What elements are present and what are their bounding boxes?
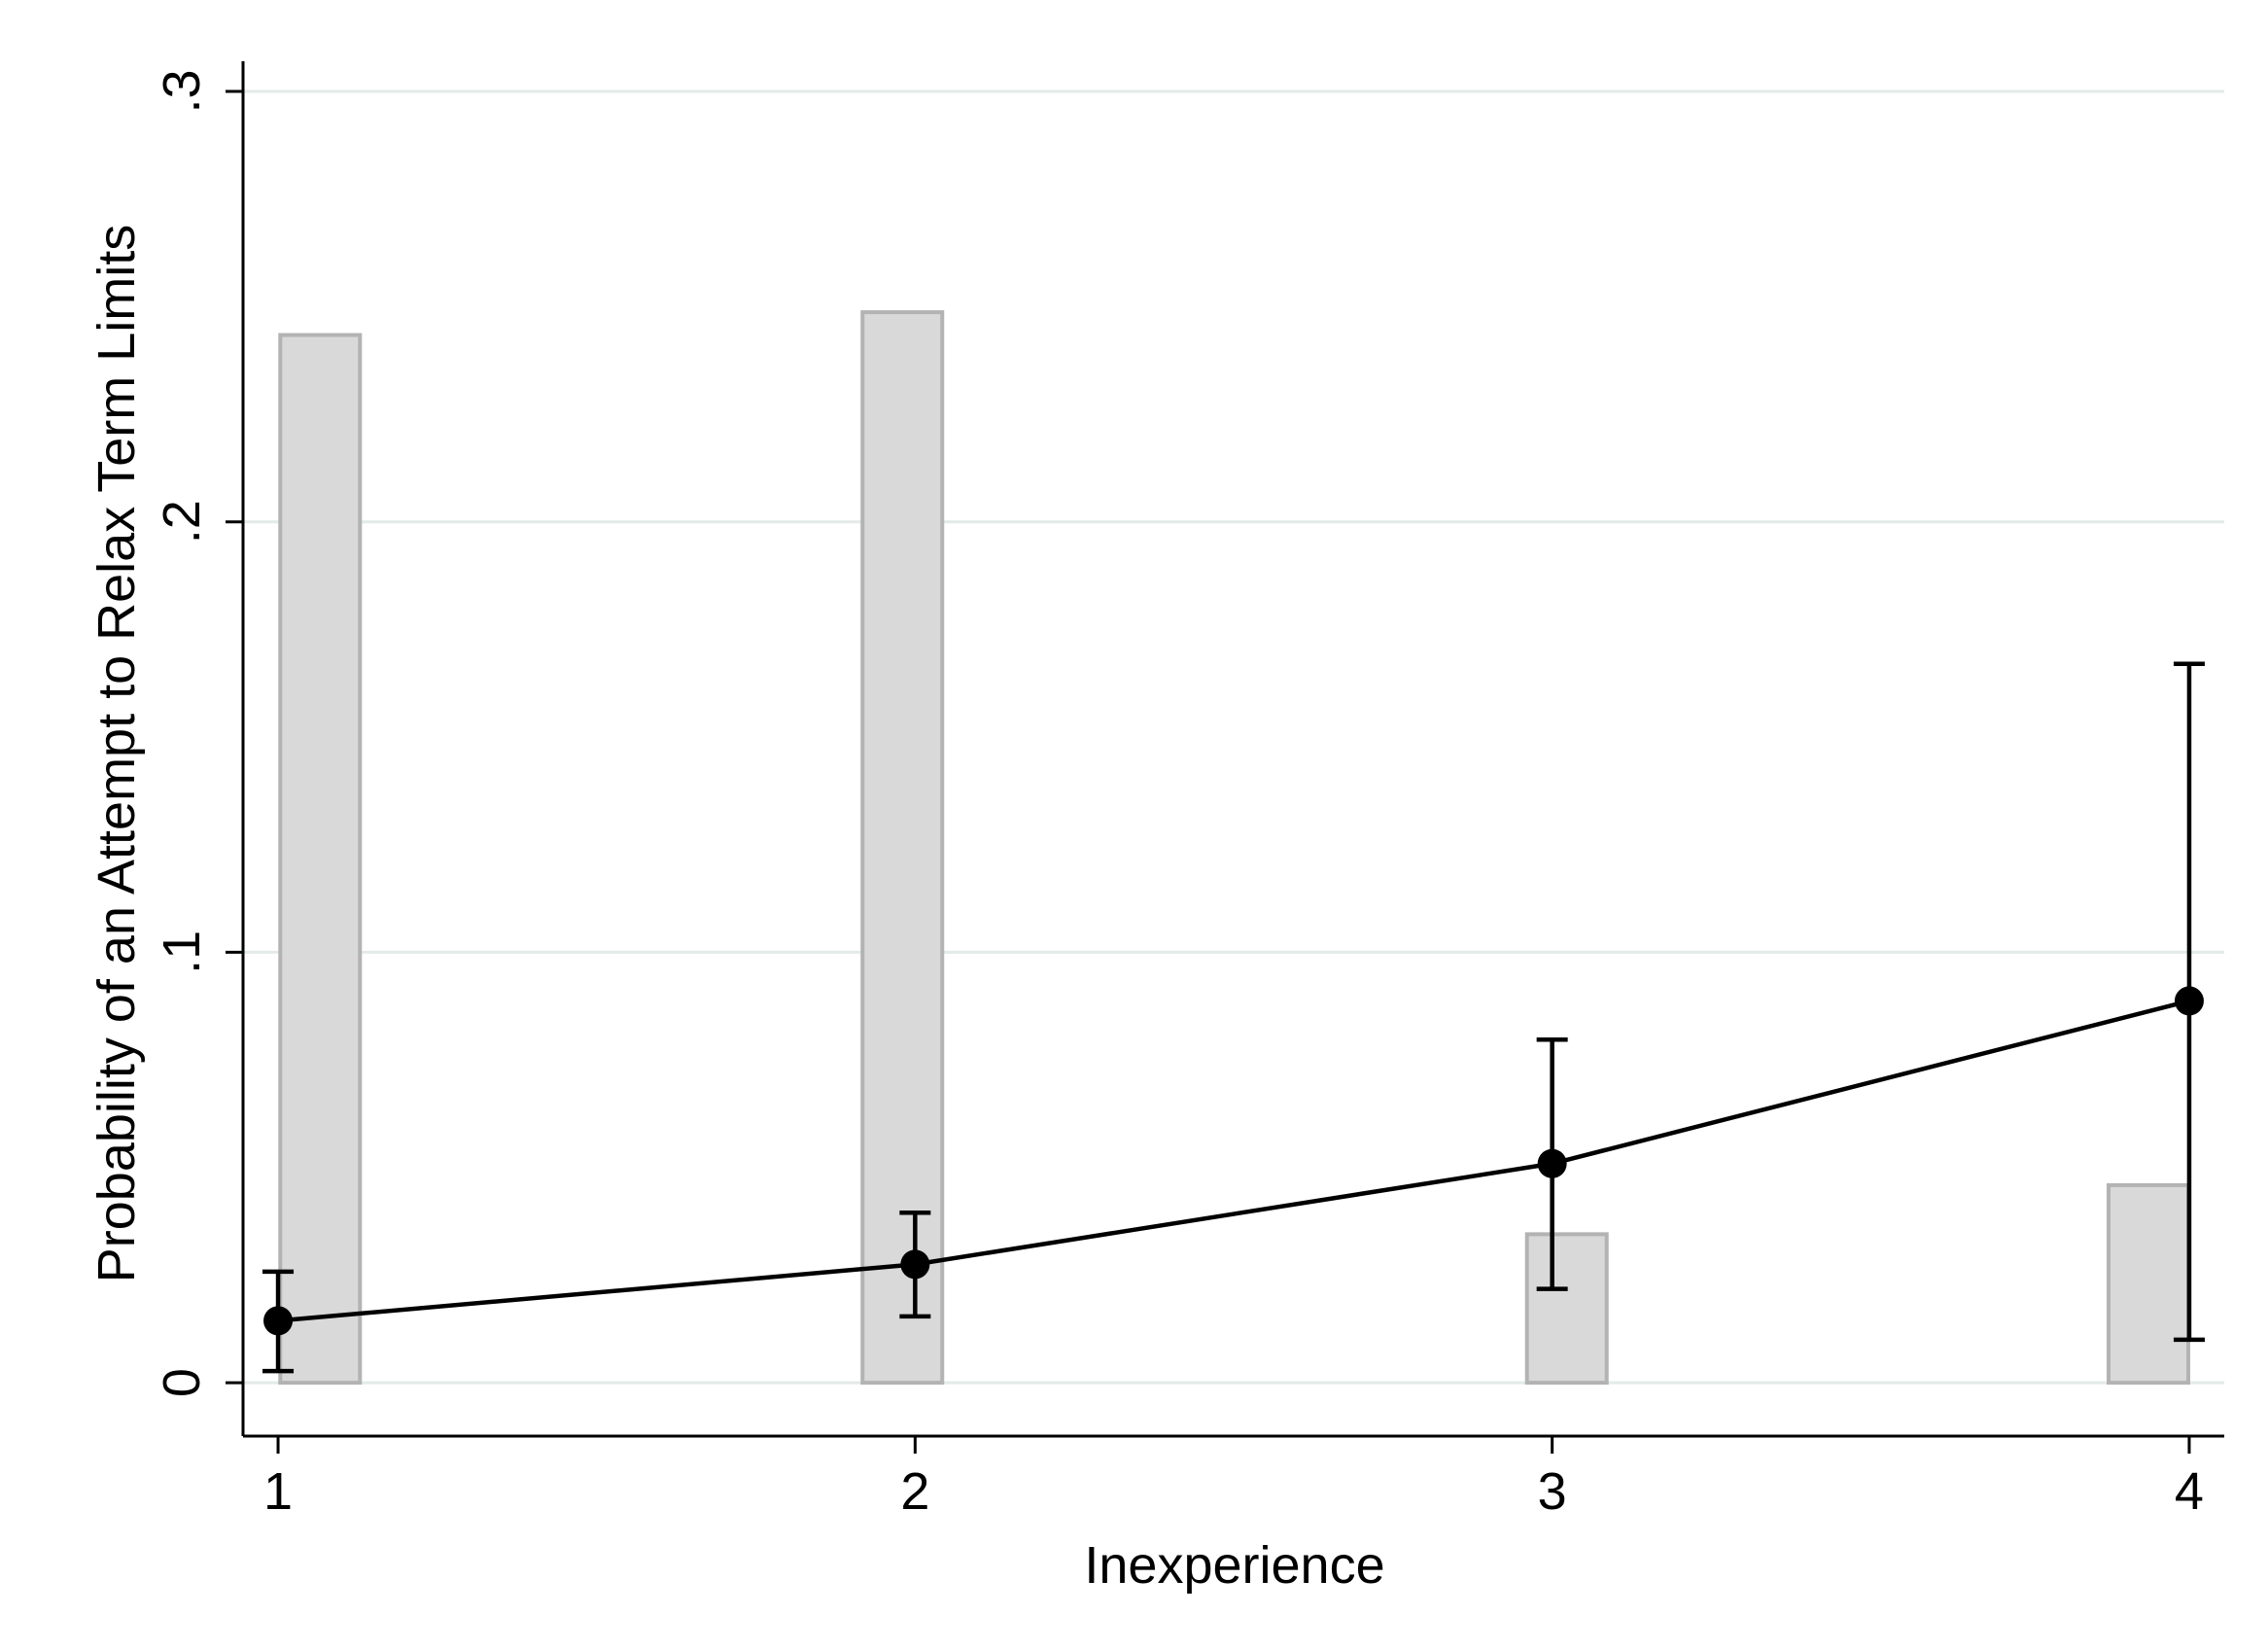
y-axis-title: Probability of an Attempt to Relax Term … <box>87 225 146 1282</box>
x-tick-label: 4 <box>2175 1462 2204 1521</box>
histogram-bar <box>278 333 363 1386</box>
x-tick-label: 2 <box>900 1462 929 1521</box>
y-tick-label: .1 <box>153 930 211 974</box>
histogram-bar <box>2107 1182 2191 1386</box>
point <box>2174 986 2204 1016</box>
point <box>263 1306 294 1336</box>
x-tick-label: 1 <box>263 1462 293 1521</box>
y-tick-label: .3 <box>153 69 211 113</box>
histogram-bar <box>1524 1232 1609 1386</box>
histogram-bar <box>860 310 945 1386</box>
x-axis-title: Inexperience <box>1084 1536 1384 1595</box>
y-tick-label: 0 <box>153 1368 211 1397</box>
point <box>1537 1148 1567 1178</box>
point <box>900 1249 930 1280</box>
x-tick-label: 3 <box>1538 1462 1567 1521</box>
y-tick-label: .2 <box>153 500 211 544</box>
series-line <box>277 999 2190 1323</box>
